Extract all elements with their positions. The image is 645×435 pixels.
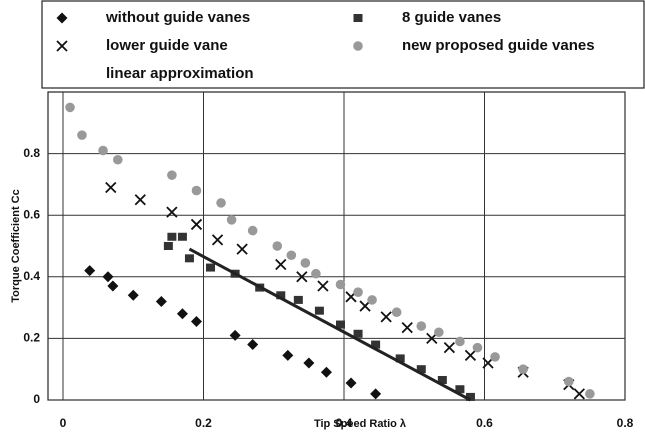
point [303,357,315,369]
y-tick-label: 0.8 [23,146,40,160]
point [437,375,447,384]
point [296,271,308,283]
legend-marker [56,40,68,52]
point [353,287,363,298]
x-tick-label: 0.6 [476,416,493,430]
point [345,377,357,389]
legend-marker [353,41,363,51]
point [105,181,117,194]
point [190,218,203,231]
y-tick-label: 0.4 [23,269,40,283]
point [247,225,258,236]
point [163,242,173,250]
plot-area [47,91,626,401]
point [455,385,465,394]
point [401,321,413,334]
point [247,339,259,351]
point [317,280,329,292]
y-tick-label: 0 [33,392,40,406]
point [465,392,475,401]
point [191,185,202,196]
point [472,342,483,353]
legend-label: new proposed guide vanes [402,37,595,54]
point [314,306,324,315]
legend-marker [353,14,363,22]
point [311,268,321,279]
x-tick-label: 0.2 [195,416,212,430]
point [464,349,477,361]
point [353,329,363,338]
point [490,352,500,362]
point [276,291,286,300]
point [155,295,167,307]
point [206,263,216,272]
point [564,376,574,387]
point [416,321,427,331]
point [176,308,188,320]
point [320,366,332,378]
point [190,315,202,327]
legend-label: linear approximation [106,65,254,82]
y-tick-label: 0.2 [23,331,40,345]
legend-label: without guide vanes [105,9,250,26]
point [98,145,108,156]
fit-line [188,247,472,402]
point [455,336,465,347]
point [65,102,75,113]
point [367,295,377,305]
y-axis-label: Torque Coefficient Cc [10,189,22,302]
point [226,215,237,225]
point [229,329,241,341]
point [443,342,456,354]
point [236,243,248,255]
y-tick-label: 0.6 [23,207,40,221]
point [293,295,303,304]
point [177,232,187,241]
point [127,289,139,301]
point [395,354,405,363]
point [112,154,123,165]
point [380,311,392,323]
point [370,388,382,400]
legend-box [41,0,645,89]
point [216,198,226,208]
point [84,265,96,277]
point [416,365,426,374]
point [102,271,114,283]
point [434,327,444,338]
point [371,340,381,349]
point [335,279,346,290]
x-axis-label: Tip Speed Ratio λ [314,418,406,430]
x-tick-label: 0.8 [617,416,634,430]
point [107,280,119,292]
point [134,194,146,206]
point [282,349,294,361]
legend-label: 8 guide vanes [402,9,501,26]
legend-marker [56,12,68,24]
point [211,234,224,246]
point [167,170,177,180]
point [300,258,311,268]
point [286,250,297,261]
point [275,258,287,271]
x-tick-label: 0 [60,416,67,430]
point [518,364,528,375]
point [166,206,178,218]
point [573,388,585,400]
point [77,130,87,140]
point [585,389,595,399]
x-tick-label: 0.4 [336,416,353,430]
point [167,232,177,241]
point [184,254,194,263]
point [272,241,283,251]
legend-label: lower guide vane [106,37,228,54]
point [335,320,345,329]
point [391,307,402,318]
